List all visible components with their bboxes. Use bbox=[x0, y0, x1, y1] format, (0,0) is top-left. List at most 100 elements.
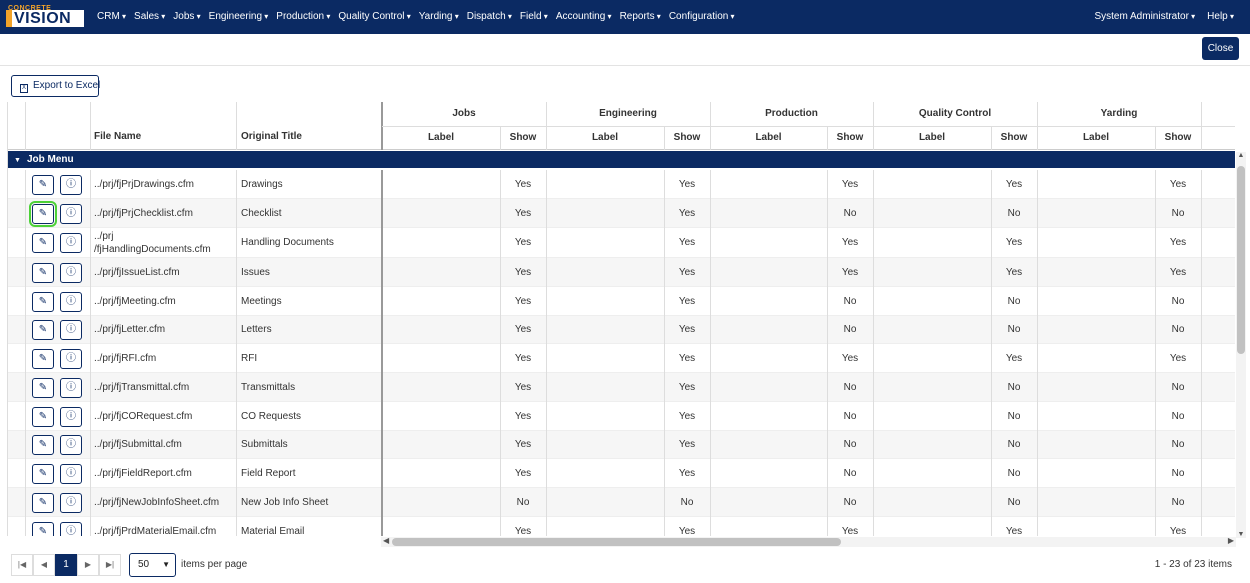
col-header-show-production[interactable]: Show bbox=[836, 132, 864, 143]
vertical-scrollbar[interactable]: ▲ ▼ bbox=[1236, 152, 1246, 538]
edit-button[interactable]: ✎ bbox=[32, 493, 54, 513]
info-button[interactable]: ⓘ bbox=[60, 407, 82, 427]
edit-button[interactable]: ✎ bbox=[32, 320, 54, 340]
table-row[interactable]: ✎ ⓘ ../prj/fjMeeting.cfm Meetings Yes Yes No No… bbox=[8, 287, 1235, 316]
nav-menu-engineering[interactable]: Engineering bbox=[209, 11, 269, 22]
table-row[interactable]: ✎ ⓘ ../prj/fjNewJobInfoSheet.cfm New Job In… bbox=[8, 488, 1235, 517]
info-button[interactable]: ⓘ bbox=[60, 320, 82, 340]
col-header-original-title[interactable]: Original Title bbox=[241, 131, 302, 142]
export-to-excel-button[interactable]: X Export to Excel bbox=[11, 75, 100, 97]
group-row-job-menu[interactable]: ▼ Job Menu bbox=[8, 151, 1235, 168]
original-title-cell: Material Email bbox=[241, 525, 305, 537]
nav-menu-accounting[interactable]: Accounting bbox=[556, 11, 612, 22]
horizontal-scroll-thumb[interactable] bbox=[392, 538, 841, 546]
row-divider bbox=[664, 488, 665, 517]
header-divider bbox=[25, 102, 26, 150]
edit-button[interactable]: ✎ bbox=[32, 175, 54, 195]
show-cell: No bbox=[1171, 496, 1185, 508]
info-button[interactable]: ⓘ bbox=[60, 175, 82, 195]
table-row[interactable]: ✎ ⓘ ../prj/fjIssueList.cfm Issues Yes Yes Yes Y… bbox=[8, 258, 1235, 287]
nav-menu-production[interactable]: Production bbox=[276, 11, 330, 22]
row-divider bbox=[25, 199, 26, 228]
last-page-icon[interactable]: ▶| bbox=[99, 554, 121, 576]
info-button[interactable]: ⓘ bbox=[60, 263, 82, 283]
row-divider bbox=[873, 459, 874, 488]
nav-menu-crm[interactable]: CRM bbox=[97, 11, 126, 22]
table-row[interactable]: ✎ ⓘ ../prj/fjTransmittal.cfm Transmittals Ye… bbox=[8, 373, 1235, 402]
nav-menu-dispatch[interactable]: Dispatch bbox=[467, 11, 512, 22]
col-header-file-name[interactable]: File Name bbox=[94, 131, 142, 142]
info-button[interactable]: ⓘ bbox=[60, 233, 82, 253]
col-header-label-production[interactable]: Label bbox=[755, 132, 782, 143]
nav-menu-quality-control[interactable]: Quality Control bbox=[338, 11, 410, 22]
row-divider bbox=[991, 170, 992, 199]
vertical-scroll-thumb[interactable] bbox=[1237, 166, 1245, 354]
row-divider bbox=[991, 373, 992, 402]
edit-button[interactable]: ✎ bbox=[32, 233, 54, 253]
edit-button[interactable]: ✎ bbox=[32, 292, 54, 312]
app-logo[interactable]: CONCRETE VISION bbox=[6, 5, 86, 29]
edit-button[interactable]: ✎ bbox=[32, 464, 54, 484]
info-button[interactable]: ⓘ bbox=[60, 378, 82, 398]
table-row[interactable]: ✎ ⓘ ../prj /fjHandlingDocuments.cfm Handlin… bbox=[8, 228, 1235, 258]
next-page-icon[interactable]: ▶ bbox=[77, 554, 99, 576]
scroll-left-icon[interactable]: ◀ bbox=[383, 536, 390, 545]
edit-button[interactable]: ✎ bbox=[32, 435, 54, 455]
nav-menu-reports[interactable]: Reports bbox=[620, 11, 661, 22]
info-button[interactable]: ⓘ bbox=[60, 464, 82, 484]
first-page-icon[interactable]: |◀ bbox=[11, 554, 33, 576]
info-button[interactable]: ⓘ bbox=[60, 204, 82, 224]
table-row[interactable]: ✎ ⓘ ../prj/fjLetter.cfm Letters Yes Yes No No No bbox=[8, 316, 1235, 344]
table-row[interactable]: ✎ ⓘ ../prj/fjPrjDrawings.cfm Drawings Yes Yes… bbox=[8, 170, 1235, 199]
scroll-up-icon[interactable]: ▲ bbox=[1237, 152, 1245, 159]
col-header-show-quality-control[interactable]: Show bbox=[1000, 132, 1028, 143]
page-size-select[interactable]: 50 ▼ bbox=[129, 553, 176, 577]
nav-menu-jobs[interactable]: Jobs bbox=[173, 11, 200, 22]
col-header-label-engineering[interactable]: Label bbox=[591, 132, 619, 143]
collapse-triangle-icon[interactable]: ▼ bbox=[14, 157, 21, 164]
nav-menu-field[interactable]: Field bbox=[520, 11, 548, 22]
nav-menu-sales[interactable]: Sales bbox=[134, 11, 165, 22]
edit-button[interactable]: ✎ bbox=[32, 407, 54, 427]
scroll-down-icon[interactable]: ▼ bbox=[1237, 531, 1245, 538]
col-header-label-yarding[interactable]: Label bbox=[1082, 132, 1110, 143]
row-divider bbox=[873, 517, 874, 536]
col-header-label-jobs[interactable]: Label bbox=[427, 132, 455, 143]
close-button[interactable]: Close bbox=[1202, 37, 1239, 60]
edit-button[interactable]: ✎ bbox=[32, 378, 54, 398]
horizontal-scrollbar[interactable]: ◀ ▶ bbox=[381, 536, 1236, 547]
row-divider bbox=[991, 431, 992, 459]
table-row[interactable]: ✎ ⓘ ../prj/fjPrdMaterialEmail.cfm Material … bbox=[8, 517, 1235, 536]
scroll-right-icon[interactable]: ▶ bbox=[1227, 536, 1234, 545]
info-button[interactable]: ⓘ bbox=[60, 522, 82, 536]
info-button[interactable]: ⓘ bbox=[60, 292, 82, 312]
info-button[interactable]: ⓘ bbox=[60, 349, 82, 369]
col-header-show-jobs[interactable]: Show bbox=[509, 132, 537, 143]
row-divider bbox=[710, 344, 711, 373]
row-divider bbox=[546, 344, 547, 373]
col-header-label-quality-control[interactable]: Label bbox=[918, 132, 946, 143]
edit-button[interactable]: ✎ bbox=[32, 349, 54, 369]
nav-menu-configuration[interactable]: Configuration bbox=[669, 11, 735, 22]
logo-main-text: VISION bbox=[6, 10, 84, 27]
info-button[interactable]: ⓘ bbox=[60, 435, 82, 455]
edit-button[interactable]: ✎ bbox=[32, 522, 54, 536]
col-header-show-yarding[interactable]: Show bbox=[1164, 132, 1192, 143]
nav-menu-yarding[interactable]: Yarding bbox=[419, 11, 459, 22]
row-divider bbox=[991, 344, 992, 373]
col-header-show-engineering[interactable]: Show bbox=[673, 132, 701, 143]
info-button[interactable]: ⓘ bbox=[60, 493, 82, 513]
table-row[interactable]: ✎ ⓘ ../prj/fjPrjChecklist.cfm Checklist Yes Y… bbox=[8, 199, 1235, 228]
table-row[interactable]: ✎ ⓘ ../prj/fjCORequest.cfm CO Requests Yes Ye… bbox=[8, 402, 1235, 431]
page-number-button[interactable]: 1 bbox=[55, 554, 77, 576]
prev-page-icon[interactable]: ◀ bbox=[33, 554, 55, 576]
original-title-cell: Letters bbox=[241, 324, 272, 335]
row-divider bbox=[500, 488, 501, 517]
table-row[interactable]: ✎ ⓘ ../prj/fjRFI.cfm RFI Yes Yes Yes Yes Yes bbox=[8, 344, 1235, 373]
help-dropdown[interactable]: Help bbox=[1207, 11, 1234, 22]
table-row[interactable]: ✎ ⓘ ../prj/fjFieldReport.cfm Field Report Ye… bbox=[8, 459, 1235, 488]
user-dropdown[interactable]: System Administrator bbox=[1094, 11, 1195, 22]
edit-button[interactable]: ✎ bbox=[29, 201, 57, 227]
table-row[interactable]: ✎ ⓘ ../prj/fjSubmittal.cfm Submittals Yes Yes… bbox=[8, 431, 1235, 459]
edit-button[interactable]: ✎ bbox=[32, 263, 54, 283]
